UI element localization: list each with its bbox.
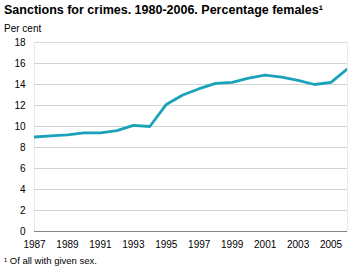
svg-text:10: 10 xyxy=(14,121,26,132)
svg-text:18: 18 xyxy=(14,37,26,48)
html-text:¹ Of all with given sex.: ¹ Of all with given sex. xyxy=(4,255,97,266)
svg-text:0: 0 xyxy=(20,226,26,237)
html-text:Per cent: Per cent xyxy=(4,23,42,34)
svg-text:2003: 2003 xyxy=(287,239,310,250)
svg-text:4: 4 xyxy=(20,184,26,195)
svg-text:1995: 1995 xyxy=(155,239,178,250)
svg-text:1987: 1987 xyxy=(23,239,46,250)
svg-text:16: 16 xyxy=(14,58,26,69)
svg-text:1989: 1989 xyxy=(56,239,79,250)
svg-text:8: 8 xyxy=(20,142,26,153)
svg-text:1999: 1999 xyxy=(221,239,244,250)
svg-text:1997: 1997 xyxy=(188,239,211,250)
svg-text:2: 2 xyxy=(20,205,26,216)
svg-text:12: 12 xyxy=(14,100,26,111)
svg-text:1993: 1993 xyxy=(122,239,145,250)
svg-text:2005: 2005 xyxy=(320,239,343,250)
svg-text:2001: 2001 xyxy=(254,239,277,250)
svg-text:14: 14 xyxy=(14,79,26,90)
svg-text:1991: 1991 xyxy=(89,239,112,250)
svg-text:6: 6 xyxy=(20,163,26,174)
html-text:Sanctions for crimes. 1980-200: Sanctions for crimes. 1980-2006. Percent… xyxy=(4,3,323,17)
